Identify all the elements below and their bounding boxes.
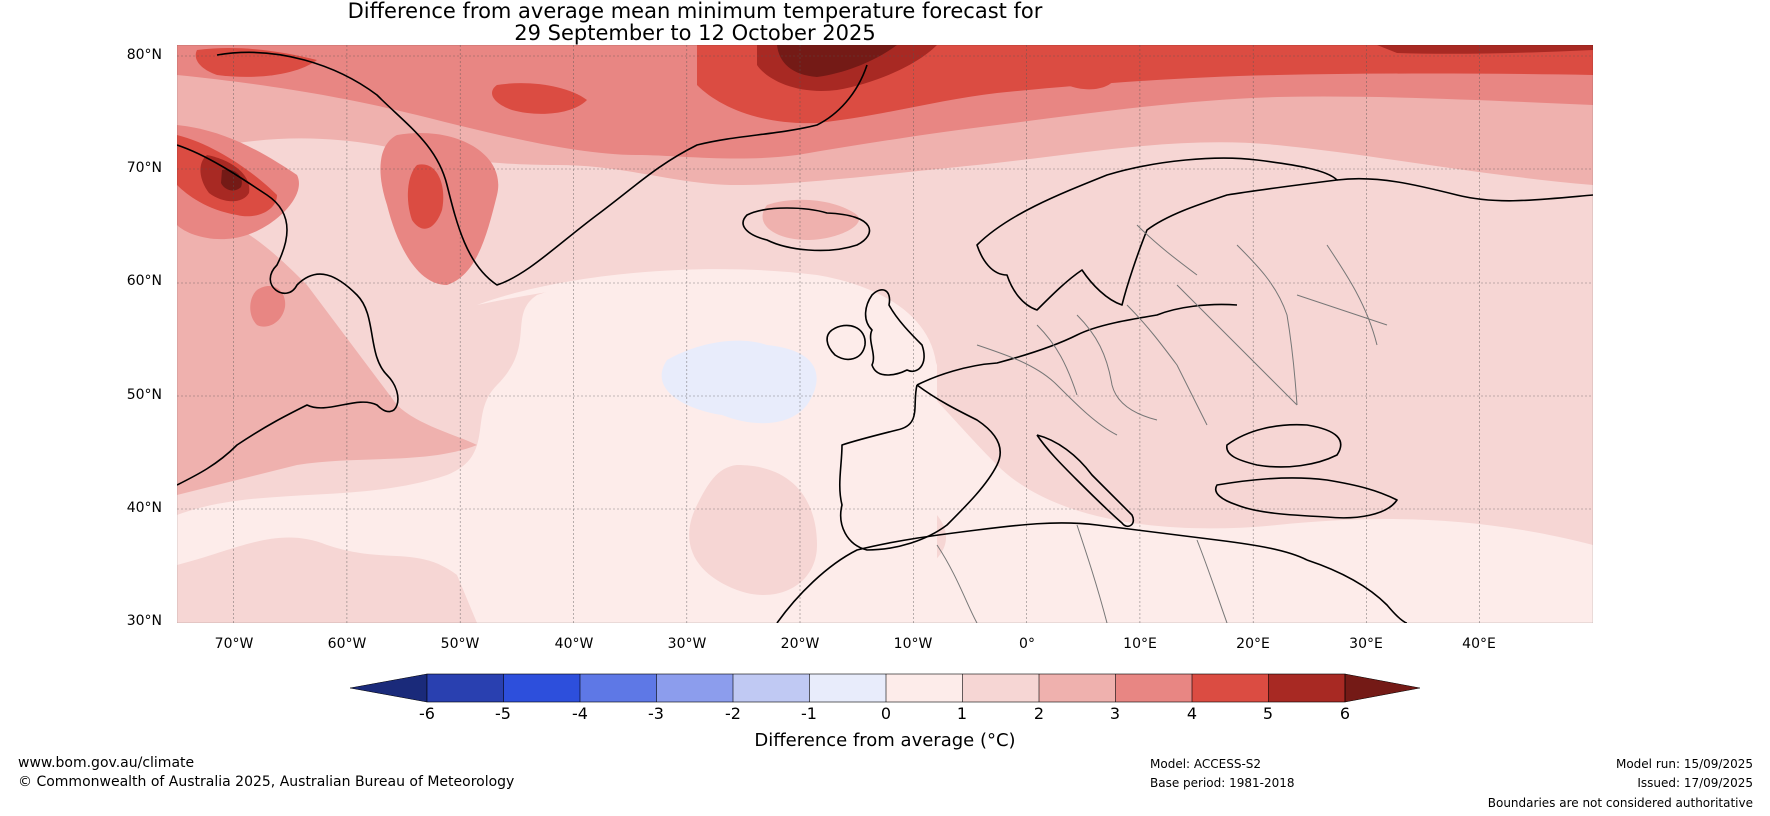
anomaly-zone-4-5-svalbard [1051,58,1117,90]
graticule [177,45,1593,623]
temperature-anomaly-map [177,45,1593,623]
model-name: Model: ACCESS-S2 [1150,757,1262,771]
colorbar-bin-m5-m4 [503,674,580,702]
anomaly-zone-4-5-greenland [407,164,444,229]
lat-label-60n: 60°N [126,273,162,289]
colorbar-bin-0-1 [886,674,963,702]
anomaly-zone-4-5-sea [492,83,587,114]
colorbar-tick-m5: -5 [495,704,511,723]
colorbar-tick-1: 1 [956,704,968,723]
lat-label-70n: 70°N [126,160,162,176]
colorbar-tick-m6: -6 [419,704,435,723]
coast-canada [177,144,399,486]
colorbar-tick-6: 6 [1339,704,1351,723]
colorbar-tick-4: 4 [1186,704,1198,723]
model-run-date: Model run: 15/09/2025 [1615,757,1753,771]
map-title-line1: Difference from average mean minimum tem… [347,0,1043,23]
coastlines [177,51,1593,623]
anomaly-zone-1-2-iberia [689,465,817,595]
coast-ireland [826,324,866,361]
colorbar-bin-m4-m3 [580,674,657,702]
coast-black-sea [1226,423,1342,468]
anomaly-zone-1-2-south [177,537,477,623]
lon-label-30w: 30°W [667,636,707,652]
lat-label-40n: 40°N [126,500,162,516]
anomaly-zone-5-6-east [1377,45,1593,54]
colorbar-bin-1-2 [962,674,1039,702]
map-title-line2: 29 September to 12 October 2025 [514,21,876,45]
base-period: Base period: 1981-2018 [1150,776,1295,790]
colorbar-bin-m6-m5 [427,674,504,702]
colorbar-tick-5: 5 [1262,704,1274,723]
colorbar-bin-4-5 [1192,674,1269,702]
coast-britain [864,289,925,376]
colorbar-bin-3-4 [1115,674,1192,702]
coast-north-africa [776,522,1308,623]
country-borders [936,224,1388,623]
coast-iceland [742,207,871,252]
colorbar-bin-5-6 [1268,674,1345,702]
lon-label-30e: 30°E [1349,636,1383,652]
coast-europe-west [916,303,1238,386]
colorbar-tick-m4: -4 [572,704,588,723]
colorbar [350,673,1420,703]
colorbar-label: Difference from average (°C) [754,730,1016,751]
colorbar-bin-m2-m1 [733,674,810,702]
lon-label-50w: 50°W [440,636,480,652]
coast-scandinavia [976,157,1338,311]
colorbar-bin-m3-m2 [656,674,733,702]
coast-east-med [1306,559,1408,623]
lon-label-70w: 70°W [214,636,254,652]
anomaly-zone-2-3-canada [177,205,477,495]
colorbar-tick-0: 0 [880,704,892,723]
colorbar-bin-m1-0 [809,674,886,702]
colorbar-tick-2: 2 [1033,704,1045,723]
anomaly-zone-4-5-north [697,45,1593,124]
lon-label-40e: 40°E [1462,636,1496,652]
boundaries-disclaimer: Boundaries are not considered authoritat… [1487,796,1753,810]
colorbar-extend-high [1344,673,1420,703]
coast-russia-north [1336,177,1593,202]
colorbar-tick-m1: -1 [801,704,817,723]
colorbar-tick-m2: -2 [725,704,741,723]
lon-label-20e: 20°E [1236,636,1270,652]
lon-label-10w: 10°W [893,636,933,652]
colorbar-bin-2-3 [1039,674,1116,702]
coast-iberia [839,384,1002,551]
coast-turkey [1215,477,1398,519]
colorbar-extend-low [350,673,428,703]
lat-label-50n: 50°N [126,387,162,403]
colorbar-tick-m3: -3 [648,704,664,723]
lat-label-30n: 30°N [126,613,162,629]
lon-label-10e: 10°E [1123,636,1157,652]
bom-website-link[interactable]: www.bom.gov.au/climate [18,755,195,771]
lon-label-40w: 40°W [554,636,594,652]
anomaly-zone-above-6 [777,45,897,77]
copyright-notice: © Commonwealth of Australia 2025, Austra… [18,774,515,790]
anomaly-zone-minus1-0 [661,340,817,424]
coast-greenland [216,51,868,286]
lon-label-20w: 20°W [780,636,820,652]
anomaly-zone-3-4-labrador [250,286,286,327]
lat-label-80n: 80°N [126,47,162,63]
issued-date: Issued: 17/09/2025 [1637,776,1753,790]
anomaly-zone-2-3-iceland [762,199,859,240]
colorbar-tick-3: 3 [1109,704,1121,723]
lon-label-0: 0° [1019,636,1035,652]
coast-italy [1036,434,1135,527]
lon-label-60w: 60°W [327,636,367,652]
